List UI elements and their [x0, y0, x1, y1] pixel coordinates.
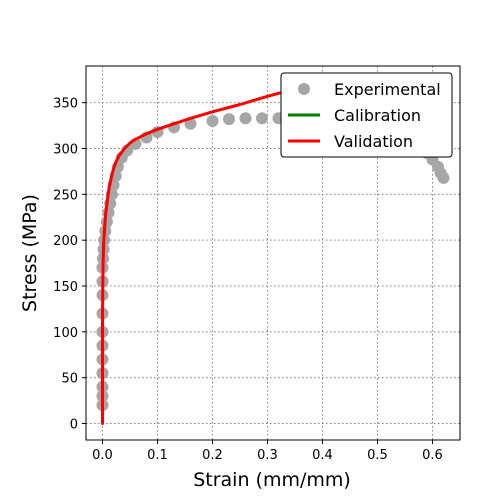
legend-box: [280, 72, 453, 158]
x-tick-label: 0.4: [312, 448, 333, 463]
x-axis-label: Strain (mm/mm): [193, 469, 351, 491]
x-tick-label: 0.1: [147, 448, 168, 463]
x-axis-ticks: 0.0 0.1 0.2 0.3 0.4 0.5 0.6: [92, 440, 443, 463]
plot-frame: [85, 65, 461, 441]
experimental-point: [223, 113, 235, 126]
legend-marker-experimental: [298, 83, 310, 95]
y-tick-label: 200: [53, 234, 78, 249]
legend-label-calibration: Calibration: [334, 106, 421, 125]
x-tick-label: 0.5: [367, 448, 388, 463]
legend: Experimental Calibration Validation: [280, 72, 453, 158]
experimental-point: [256, 112, 268, 125]
y-axis-label: Stress (MPa): [19, 194, 41, 312]
y-axis-ticks: 0 50 100 150 200 250 300 350: [53, 97, 86, 433]
series-validation-line: [101, 82, 313, 425]
legend-label-experimental: Experimental: [334, 80, 441, 99]
x-tick-label: 0.2: [202, 448, 223, 463]
experimental-point: [437, 171, 450, 184]
x-tick-label: 0.3: [257, 448, 278, 463]
x-tick-label: 0.6: [422, 448, 443, 463]
y-tick-label: 300: [53, 143, 78, 158]
y-tick-label: 250: [53, 188, 78, 203]
y-tick-label: 100: [53, 326, 78, 341]
x-tick-label: 0.0: [92, 448, 113, 463]
experimental-point: [206, 115, 219, 127]
experimental-point: [239, 112, 252, 125]
y-tick-label: 50: [61, 372, 78, 387]
y-tick-label: 0: [70, 418, 78, 433]
y-tick-label: 150: [53, 280, 78, 295]
legend-label-validation: Validation: [334, 132, 413, 151]
y-tick-label: 350: [53, 97, 78, 112]
